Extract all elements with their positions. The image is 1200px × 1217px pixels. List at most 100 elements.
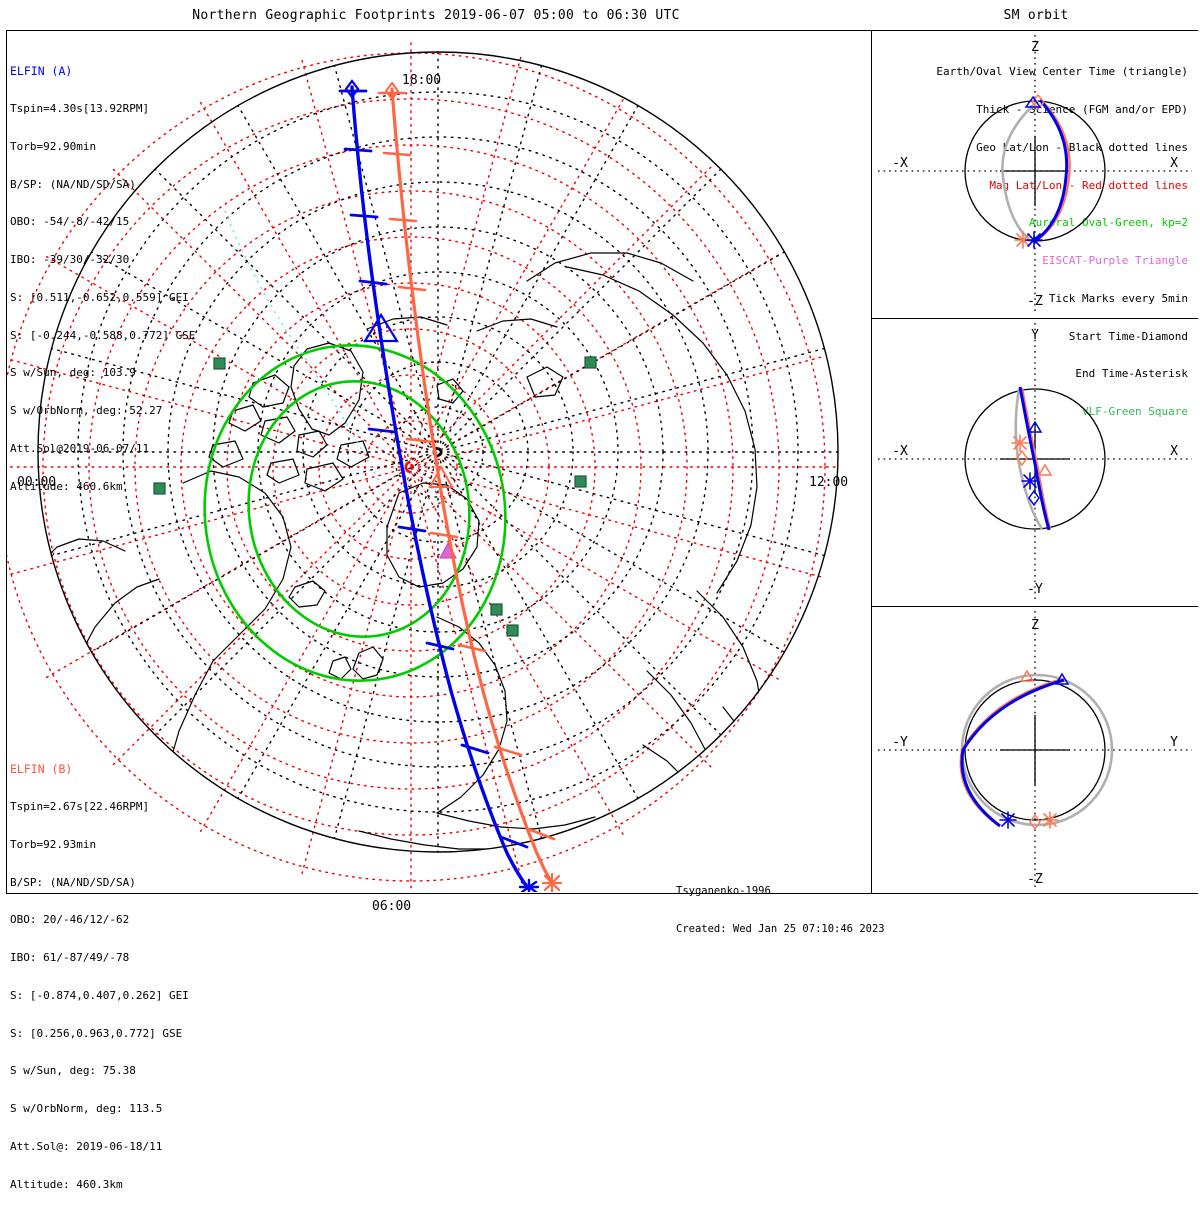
orbit-prev-trace <box>1001 100 1039 240</box>
info-elfin-b: ELFIN (B) Tspin=2.67s[22.46RPM] Torb=92.… <box>10 738 189 1217</box>
elfin-a-tspin: Tspin=4.30s[13.92RPM] <box>10 101 150 115</box>
mlt-label-00: 00:00 <box>17 475 57 490</box>
track-a-ticks <box>338 89 529 849</box>
track-a-center-triangle <box>363 312 399 343</box>
legend-tick-marks: Tick Marks every 5min <box>1048 291 1188 305</box>
sm-orbit-column: Z -Z X -X <box>872 30 1198 894</box>
sm-axis-label-left: -X <box>892 156 908 171</box>
elfin-b-s-gei: S: [-0.874,0.407,0.262] GEI <box>10 988 189 1002</box>
elfin-a-bsp: B/SP: (NA/ND/SD/SA) <box>10 177 136 191</box>
sm-end-asterisk-b <box>1014 231 1032 249</box>
mag-meridians <box>7 42 836 892</box>
sm-axis-label-bottom: -Z <box>1027 872 1043 887</box>
elfin-a-s-gei: S: [0.511,-0.652,0.559] GEI <box>10 290 189 304</box>
earth-circle <box>964 388 1106 530</box>
legend-start-time: Start Time-Diamond <box>1068 329 1188 343</box>
sm-axis-label-bottom: -Z <box>1027 294 1043 309</box>
sm-axis-label-right: Y <box>1170 735 1178 750</box>
sm-start-diamond-a <box>1028 489 1040 507</box>
credit-block: Tsyganenko-1996 Created: Wed Jan 25 07:1… <box>676 860 885 960</box>
map-panel: 18:00 12:00 00:00 06:00 <box>6 30 872 914</box>
sm-panel-xy: Y -Y X -X <box>872 318 1198 606</box>
elfin-a-torb: Torb=92.90min <box>10 139 97 153</box>
legend-vlf: VLF-Green Square <box>1082 405 1188 419</box>
sm-center-triangle-a <box>1024 95 1042 108</box>
track-b-end-asterisk <box>541 872 563 892</box>
orbit-elfin-b-trace <box>1020 387 1052 530</box>
map-outer-circle <box>37 51 839 853</box>
track-a-start-diamond <box>344 79 360 99</box>
auroral-oval-outer <box>203 344 507 682</box>
track-elfin-b <box>377 81 563 892</box>
sm-end-asterisk-b <box>1011 434 1029 452</box>
orbit-elfin-a-trace <box>1035 98 1069 242</box>
track-b-line <box>390 87 554 885</box>
elfin-b-sun-angle: S w/Sun, deg: 75.38 <box>10 1064 136 1078</box>
elfin-b-name: ELFIN (B) <box>10 762 73 777</box>
polar-map <box>7 42 839 892</box>
elfin-b-obo: OBO: 20/-46/12/-62 <box>10 913 130 927</box>
sm-axis-label-right: X <box>1170 156 1178 171</box>
sm-center-triangle-a <box>1027 420 1043 433</box>
info-elfin-a: ELFIN (A) Tspin=4.30s[13.92RPM] Torb=92.… <box>10 40 195 519</box>
sm-end-asterisk-b <box>1041 811 1059 829</box>
auroral-oval <box>203 344 507 682</box>
elfin-b-tspin: Tspin=2.67s[22.46RPM] <box>10 799 150 813</box>
orbit-elfin-a-trace <box>960 678 1065 828</box>
mlt-label-18: 18:00 <box>402 73 442 88</box>
elfin-a-sun-angle: S w/Sun, deg: 103.9 <box>10 366 136 380</box>
track-b-ticks <box>377 91 556 841</box>
model-name: Tsyganenko-1996 <box>676 885 771 897</box>
elfin-a-orbnorm: S w/OrbNorm, deg: 52.27 <box>10 404 163 418</box>
vlf-square <box>153 482 166 495</box>
track-a-line <box>350 85 531 891</box>
elfin-b-torb: Torb=92.93min <box>10 837 97 851</box>
elfin-a-name: ELFIN (A) <box>10 64 73 79</box>
sm-center-triangle-a <box>1054 672 1070 685</box>
legend-thick-science: Thick - Science (FGM and/or EPD) <box>976 102 1188 116</box>
vlf-square <box>490 603 503 616</box>
vlf-stations <box>153 356 597 637</box>
elfin-b-bsp: B/SP: (NA/ND/SD/SA) <box>10 875 136 889</box>
sm-orbit-title: SM orbit <box>1003 8 1069 23</box>
vlf-square <box>213 357 226 370</box>
track-a-end-asterisk <box>518 878 540 892</box>
sm-start-diamond-b <box>1029 813 1041 831</box>
elfin-b-attsol: Att.Sol@: 2019-06-18/11 <box>10 1140 163 1153</box>
sm-end-asterisk-a <box>999 811 1017 829</box>
elfin-b-s-gse: S: [0.256,0.963,0.772] GSE <box>10 1026 183 1040</box>
map-legend: Earth/Oval View Center Time (triangle) T… <box>936 41 1188 444</box>
sm-center-triangle-b <box>1019 669 1035 682</box>
orbit-elfin-a-trace <box>1018 386 1051 531</box>
sm-axis-label-left: -Y <box>892 735 908 750</box>
elfin-a-ibo: IBO: -39/30/-32/30 <box>10 253 130 267</box>
elfin-b-ibo: IBO: 61/-87/49/-78 <box>10 951 130 965</box>
orbit-prev-trace <box>1014 388 1044 530</box>
legend-center-time: Earth/Oval View Center Time (triangle) <box>936 65 1188 79</box>
sm-center-triangle-b <box>1037 463 1053 476</box>
page-title: Northern Geographic Footprints 2019-06-0… <box>192 8 680 23</box>
sm-axis-label-left: -X <box>892 444 908 459</box>
mlt-label-06: 06:00 <box>372 899 412 914</box>
sm-axis-label-top: Z <box>1031 40 1039 55</box>
legend-auroral-oval: Auroral Oval-Green, kp=2 <box>1029 216 1188 230</box>
created-timestamp: Created: Wed Jan 25 07:10:46 2023 <box>676 922 885 935</box>
track-b-center-triangle <box>428 464 454 488</box>
elfin-a-altitude: Altitude: 460.6km <box>10 479 123 493</box>
legend-geo-grid: Geo Lat/Lon - Black dotted lines <box>976 140 1188 154</box>
vlf-square <box>574 475 587 488</box>
vlf-square <box>584 356 597 369</box>
figure-root: Northern Geographic Footprints 2019-06-0… <box>6 8 1198 1190</box>
elfin-a-s-gse: S: [-0.244,-0.588,0.772] GSE <box>10 328 196 342</box>
sm-panel-xz: Z -Z X -X <box>872 30 1198 318</box>
sm-end-asterisk-a <box>1025 231 1043 249</box>
track-b-start-diamond <box>384 81 400 101</box>
sm-panel-yz: Z -Z Y -Y <box>872 606 1198 894</box>
earth-circle <box>964 679 1106 821</box>
legend-eiscat: EISCAT-Purple Triangle <box>1042 254 1188 268</box>
elfin-a-attsol: Att.Sol@2019-06-07/11 <box>10 442 150 455</box>
sm-end-asterisk-a <box>1021 472 1039 490</box>
vlf-square <box>506 624 519 637</box>
sm-start-diamond-b <box>1016 449 1028 467</box>
legend-end-time: End Time-Asterisk <box>1075 367 1188 381</box>
